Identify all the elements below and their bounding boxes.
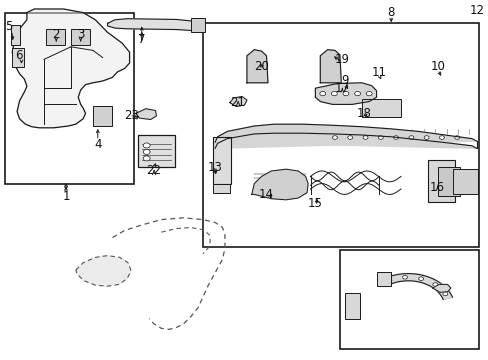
Text: 22: 22 [146,165,161,177]
Circle shape [393,136,398,139]
Bar [138,135,175,167]
Circle shape [362,136,367,139]
Text: 12: 12 [468,4,483,17]
Bar [452,169,477,194]
Bar [361,99,400,117]
Text: 10: 10 [429,60,444,73]
Text: 19: 19 [334,53,349,66]
Text: 2: 2 [52,28,60,41]
Circle shape [143,156,150,161]
Circle shape [402,275,407,279]
Circle shape [442,292,447,296]
Polygon shape [251,169,307,200]
Circle shape [347,136,352,139]
Circle shape [319,91,325,96]
Polygon shape [320,50,341,83]
Circle shape [378,136,383,139]
Polygon shape [136,109,156,120]
Polygon shape [107,19,203,31]
Text: 7: 7 [138,33,145,46]
Text: 6: 6 [15,49,22,62]
Text: 16: 16 [429,181,444,194]
Text: 23: 23 [124,109,139,122]
Bar [339,250,478,349]
Bar [11,25,20,45]
Circle shape [439,136,444,139]
Polygon shape [315,83,376,104]
Text: 3: 3 [77,28,84,41]
Text: 18: 18 [356,107,371,120]
Bar [203,23,478,247]
Circle shape [386,279,391,282]
Text: 4: 4 [94,138,102,150]
Circle shape [408,136,413,139]
Circle shape [418,277,423,280]
Polygon shape [76,256,131,286]
Polygon shape [246,50,267,83]
Text: 15: 15 [307,197,322,210]
Circle shape [143,149,150,154]
Circle shape [354,91,360,96]
Text: 14: 14 [259,188,273,201]
Polygon shape [215,124,476,148]
Text: 8: 8 [386,6,394,19]
Bar [212,184,230,193]
Bar [344,293,360,319]
Bar [46,29,65,45]
Bar [12,48,24,67]
Bar [427,160,454,202]
Circle shape [424,136,428,139]
Text: 21: 21 [229,96,244,109]
Bar [71,29,90,45]
Circle shape [331,91,337,96]
Bar [190,18,205,32]
Circle shape [454,136,459,139]
Text: 1: 1 [62,190,70,203]
Bar [5,13,134,184]
Text: 20: 20 [254,60,268,73]
Circle shape [332,136,337,139]
Bar [212,137,231,184]
Polygon shape [432,284,450,292]
Circle shape [366,91,371,96]
Bar [93,106,112,126]
Text: 11: 11 [371,66,386,78]
Text: 17: 17 [334,82,349,95]
Text: 5: 5 [5,21,13,33]
Bar [437,167,459,196]
Circle shape [432,283,437,286]
Text: 13: 13 [207,161,222,174]
Circle shape [143,143,150,148]
Circle shape [343,91,348,96]
Bar [376,272,390,286]
Polygon shape [380,274,451,300]
Polygon shape [229,96,246,107]
Text: 9: 9 [340,75,348,87]
Polygon shape [12,9,129,128]
